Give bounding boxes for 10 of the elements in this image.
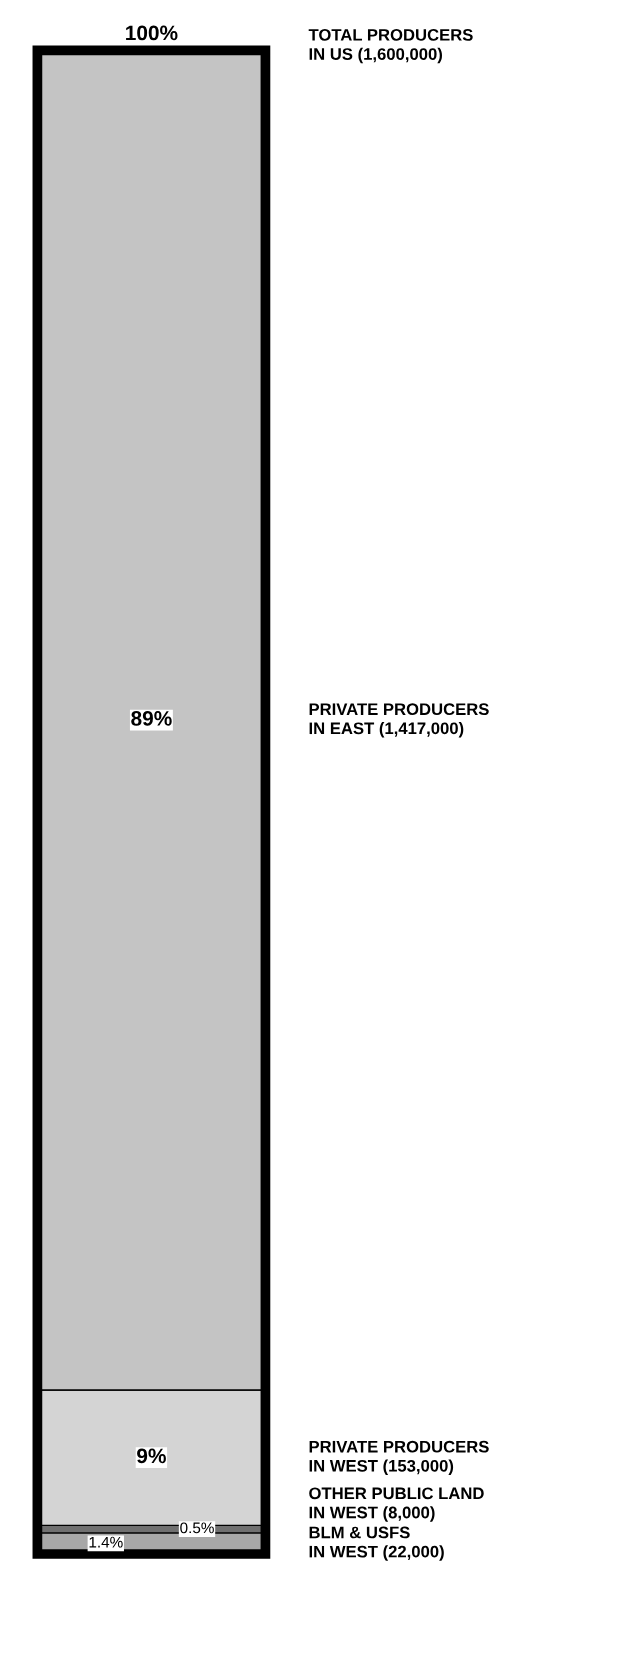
text: BLM & USFS IN WEST (22,000) [309,1526,444,1561]
text: OTHER PUBLIC LAND IN WEST (8,000) [309,1487,484,1522]
data-label: 0.5% [180,1522,214,1534]
data-label: 9% [137,1448,166,1464]
text: PRIVATE PRODUCERS IN WEST (153,000) [309,1440,489,1476]
total-label: 100% [126,25,178,41]
data-label: 89% [131,711,172,726]
text: PRIVATE PRODUCERS IN EAST (1,417,000) [309,703,489,738]
data-label: 1.4% [89,1536,123,1548]
text: TOTAL PRODUCERS IN US (1,600,000) [308,28,473,64]
